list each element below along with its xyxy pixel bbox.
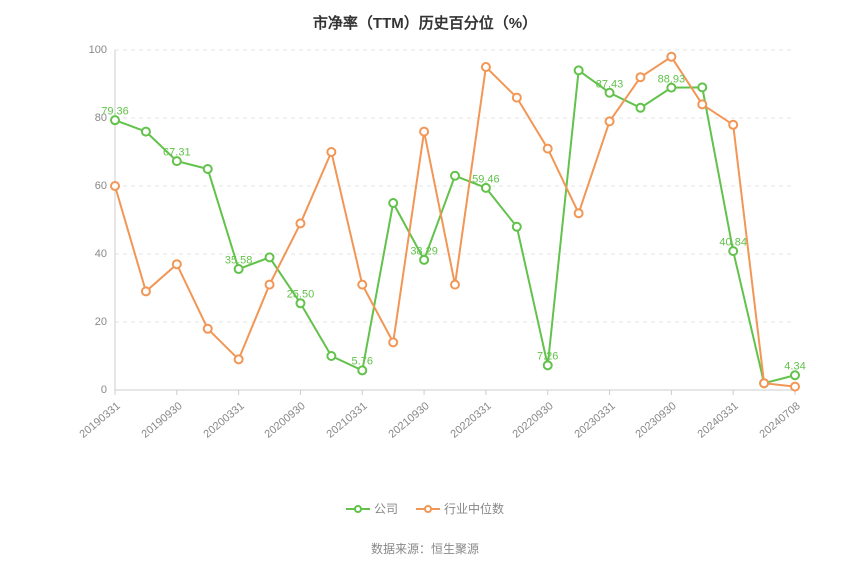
data-source-footer: 数据来源：恒生聚源 (0, 540, 850, 557)
data-point-label: 7.26 (537, 351, 558, 363)
data-point-label: 88.93 (658, 73, 686, 85)
y-tick-label: 100 (89, 44, 107, 56)
y-tick-label: 20 (95, 316, 107, 328)
data-point-label: 35.58 (225, 255, 253, 267)
legend-marker-industry (416, 504, 440, 514)
data-point-label: 87.43 (596, 78, 624, 90)
chart-container: 市净率（TTM）历史百分位（%） 020406080100 2019033120… (0, 0, 850, 575)
data-point-label: 40.84 (719, 237, 747, 249)
data-point-label: 67.31 (163, 147, 191, 159)
legend-label-company: 公司 (374, 500, 398, 517)
legend-item-industry[interactable]: 行业中位数 (416, 500, 504, 517)
data-point-label: 38.29 (410, 245, 438, 257)
legend-label-industry: 行业中位数 (444, 500, 504, 517)
y-tick-label: 40 (95, 248, 107, 260)
data-point-label: 59.46 (472, 173, 500, 185)
data-point-label: 79.36 (101, 106, 129, 118)
data-point-label: 4.34 (784, 361, 805, 373)
y-tick-label: 0 (101, 384, 107, 396)
y-tick-label: 60 (95, 180, 107, 192)
plot-svg (0, 0, 850, 575)
data-point-label: 5.76 (352, 356, 373, 368)
data-point-label: 25.50 (287, 289, 315, 301)
legend: 公司 行业中位数 (0, 500, 850, 517)
legend-marker-company (346, 504, 370, 514)
legend-item-company[interactable]: 公司 (346, 500, 398, 517)
